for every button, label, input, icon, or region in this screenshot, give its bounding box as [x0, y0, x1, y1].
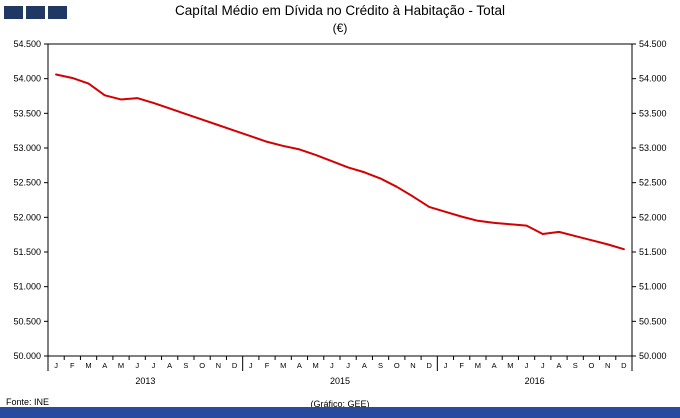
y-axis-label-right: 53.000: [639, 143, 667, 153]
month-label: J: [444, 361, 448, 370]
y-axis-label-right: 52.500: [639, 178, 667, 188]
y-axis-label-left: 54.000: [13, 74, 41, 84]
month-label: O: [394, 361, 400, 370]
month-label: A: [102, 361, 107, 370]
month-label: A: [362, 361, 367, 370]
logo-square-icon: [48, 6, 67, 19]
plot-frame: [47, 43, 633, 357]
month-label: N: [410, 361, 415, 370]
y-axis-label-right: 51.000: [639, 282, 667, 292]
y-axis-label-right: 54.000: [639, 74, 667, 84]
logo-square-icon: [4, 6, 23, 19]
y-axis-label-left: 50.000: [13, 351, 41, 361]
year-label: 2016: [525, 376, 545, 386]
y-axis-label-left: 53.500: [13, 108, 41, 118]
month-label: M: [85, 361, 91, 370]
credit-note: (Gráfico: GEE): [310, 399, 370, 409]
three-squares-logo-icon: [4, 6, 67, 19]
month-label: M: [507, 361, 513, 370]
month-label: M: [475, 361, 481, 370]
month-label: D: [621, 361, 627, 370]
month-label: D: [232, 361, 238, 370]
month-label: J: [249, 361, 253, 370]
y-axis-label-left: 53.000: [13, 143, 41, 153]
y-axis-label-left: 50.500: [13, 316, 41, 326]
month-label: A: [556, 361, 561, 370]
month-label: O: [199, 361, 205, 370]
y-axis-label-right: 50.500: [639, 316, 667, 326]
month-label: S: [378, 361, 383, 370]
month-label: S: [183, 361, 188, 370]
source-note: Fonte: INE: [6, 397, 50, 407]
month-label: J: [330, 361, 334, 370]
month-label: O: [589, 361, 595, 370]
month-label: M: [313, 361, 319, 370]
month-label: M: [118, 361, 124, 370]
year-label: 2013: [135, 376, 155, 386]
data-line: [55, 73, 625, 251]
month-label: F: [265, 361, 270, 370]
bottom-bar: [0, 407, 680, 418]
y-axis-label-right: 50.000: [639, 351, 667, 361]
month-label: A: [167, 361, 172, 370]
month-label: J: [346, 361, 350, 370]
month-label: J: [135, 361, 139, 370]
y-axis-label-left: 51.500: [13, 247, 41, 257]
month-label: J: [152, 361, 156, 370]
month-label: F: [459, 361, 464, 370]
y-axis-label-left: 52.500: [13, 178, 41, 188]
year-label: 2015: [330, 376, 350, 386]
month-label: A: [297, 361, 302, 370]
month-label: N: [216, 361, 221, 370]
month-label: J: [54, 361, 58, 370]
month-label: J: [541, 361, 545, 370]
chart-title: Capítal Médio em Dívida no Crédito à Hab…: [175, 3, 505, 18]
y-axis-label-left: 51.000: [13, 282, 41, 292]
chart-subtitle: (€): [332, 21, 348, 35]
y-axis-label-left: 52.000: [13, 212, 41, 222]
logo-square-icon: [26, 6, 45, 19]
month-label: N: [605, 361, 610, 370]
line-chart: 50.000 50.000 50.500 50.500 51.000 51.000 51.5…: [13, 39, 667, 386]
y-axis-label-left: 54.500: [13, 39, 41, 49]
month-label: A: [492, 361, 497, 370]
month-label: S: [573, 361, 578, 370]
month-label: F: [70, 361, 75, 370]
month-label: D: [427, 361, 433, 370]
month-label: M: [280, 361, 286, 370]
y-axis-label-right: 54.500: [639, 39, 667, 49]
month-label: J: [525, 361, 529, 370]
y-axis-label-right: 53.500: [639, 108, 667, 118]
y-axis-label-right: 52.000: [639, 212, 667, 222]
y-axis-label-right: 51.500: [639, 247, 667, 257]
